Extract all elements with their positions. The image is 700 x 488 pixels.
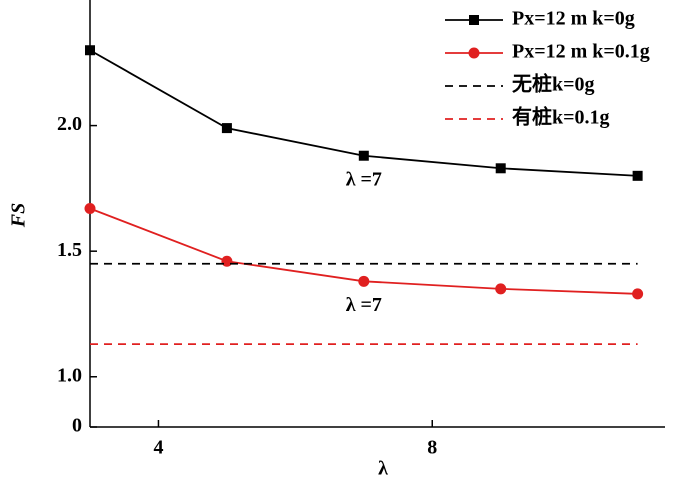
data-point [358,150,369,161]
legend-label: 无桩k=0g [512,72,595,96]
x-axis-label: λ [378,458,388,480]
data-point [495,283,507,295]
x-tick-label: 8 [427,437,437,459]
annotation: λ =7 [346,294,382,316]
data-point [85,45,95,56]
annotation: λ =7 [346,168,382,190]
legend-label: Px=12 m k=0.1g [512,41,650,63]
y-axis-label: FS [8,203,30,228]
y-tick-label: 2.0 [57,113,82,135]
legend-marker [469,15,479,25]
y-tick-label: 1.0 [57,364,82,386]
data-point [495,163,506,174]
y-tick-label: 1.5 [57,239,82,261]
data-point [84,202,96,214]
legend-marker [468,47,480,59]
x-tick-label: 4 [153,437,163,459]
data-point [358,275,370,287]
data-point [221,123,232,134]
data-point [221,255,233,267]
legend-label: 有桩k=0.1g [512,105,610,129]
data-point [632,170,643,181]
data-point [632,288,644,300]
legend-label: Px=12 m k=0g [512,8,635,30]
y-tick-label: 0 [72,415,82,437]
